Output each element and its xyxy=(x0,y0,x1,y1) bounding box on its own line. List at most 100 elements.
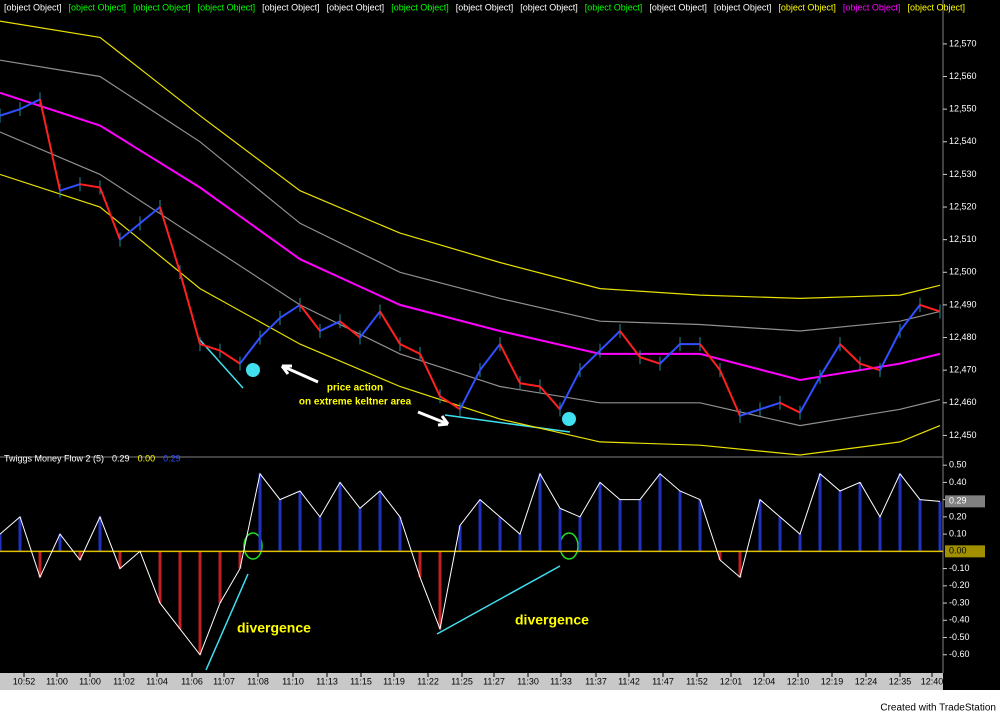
header-item: [object Object] xyxy=(649,2,707,12)
price-segment xyxy=(59,183,81,192)
price-segment xyxy=(759,401,781,411)
price-segment xyxy=(479,343,501,371)
price-segment xyxy=(339,320,361,339)
y-tick-label: 12,460 xyxy=(949,397,977,407)
price-segment xyxy=(79,183,101,189)
x-tick-label: 12:40 xyxy=(921,676,944,686)
header-item: [object Object] xyxy=(843,2,901,12)
y-tick-label: 12,530 xyxy=(949,169,977,179)
price-segment xyxy=(919,303,941,313)
y-tick-label: 12,560 xyxy=(949,71,977,81)
price-segment xyxy=(199,343,221,352)
header-item: [object Object] xyxy=(907,2,965,12)
x-tick-label: 11:22 xyxy=(417,676,439,686)
x-tick-label: 12:01 xyxy=(720,676,743,686)
price-segment xyxy=(619,330,641,358)
header-item: [object Object] xyxy=(391,2,449,12)
price-segment xyxy=(459,369,481,410)
x-tick-label: 11:10 xyxy=(282,676,304,686)
last-value-label: 0.00 xyxy=(949,546,967,556)
band-line xyxy=(0,173,941,456)
price-segment xyxy=(99,187,121,241)
x-tick-label: 12:19 xyxy=(821,676,844,686)
y-tick-label: -0.10 xyxy=(949,563,970,573)
y-tick-label: 12,510 xyxy=(949,234,977,244)
x-tick-label: 11:08 xyxy=(247,676,269,686)
divergence-line xyxy=(444,414,571,433)
signal-marker xyxy=(562,412,576,426)
y-tick-label: -0.30 xyxy=(949,597,970,607)
footer: Created with TradeStation xyxy=(880,703,996,714)
price-segment xyxy=(0,108,21,117)
band-line xyxy=(0,91,941,382)
price-segment xyxy=(299,304,321,332)
x-tick-label: 11:13 xyxy=(316,676,338,686)
x-tick-label: 11:04 xyxy=(146,676,168,686)
price-segment xyxy=(259,317,281,339)
price-segment xyxy=(879,330,901,371)
band-line xyxy=(0,59,941,332)
price-segment xyxy=(439,395,461,411)
x-tick-label: 11:42 xyxy=(618,676,640,686)
price-segment xyxy=(739,408,761,417)
arrow xyxy=(280,364,319,384)
signal-marker xyxy=(246,363,260,377)
x-tick-label: 11:52 xyxy=(686,676,708,686)
y-tick-label: 12,470 xyxy=(949,365,977,375)
x-tick-label: 11:19 xyxy=(383,676,405,686)
band-line xyxy=(0,131,941,427)
footer-band xyxy=(0,690,1000,714)
x-tick-label: 11:47 xyxy=(652,676,674,686)
x-tick-label: 11:33 xyxy=(550,676,572,686)
x-tick-label: 12:35 xyxy=(889,676,912,686)
x-tick-label: 11:00 xyxy=(46,676,68,686)
price-segment xyxy=(139,206,161,225)
header-item: [object Object] xyxy=(133,2,191,12)
x-tick-label: 12:24 xyxy=(855,676,878,686)
price-segment xyxy=(899,304,921,332)
y-tick-label: -0.40 xyxy=(949,615,970,625)
legend-value: 0.00 xyxy=(138,453,156,463)
header-item: [object Object] xyxy=(262,2,320,12)
last-value-label: 0.29 xyxy=(949,496,967,506)
x-tick-label: 11:07 xyxy=(213,676,235,686)
header-item: [object Object] xyxy=(327,2,385,12)
y-tick-label: 12,520 xyxy=(949,201,977,211)
price-segment xyxy=(779,401,801,414)
annotation: price action xyxy=(327,383,383,394)
last-value-box xyxy=(945,545,985,558)
annotation: divergence xyxy=(237,620,311,636)
y-tick-label: 12,540 xyxy=(949,136,977,146)
header-item: [object Object] xyxy=(520,2,578,12)
flow-line xyxy=(0,472,941,656)
header-item: [object Object] xyxy=(456,2,514,12)
x-tick-label: 12:10 xyxy=(787,676,810,686)
price-segment xyxy=(539,385,561,410)
header-item: [object Object] xyxy=(69,2,127,12)
annotation: on extreme keltner area xyxy=(299,397,412,408)
price-segment xyxy=(119,222,141,241)
arrow xyxy=(417,410,450,427)
x-tick-label: 11:15 xyxy=(350,676,372,686)
y-tick-label: -0.60 xyxy=(949,649,970,659)
price-segment xyxy=(239,336,261,365)
time-axis-band xyxy=(0,673,943,690)
x-tick-label: 11:00 xyxy=(79,676,101,686)
price-segment xyxy=(419,353,441,397)
price-segment xyxy=(499,343,521,384)
price-segment xyxy=(159,206,181,273)
legend-value: 0.29 xyxy=(163,453,181,463)
y-tick-label: 0.50 xyxy=(949,460,967,470)
price-segment xyxy=(659,343,681,365)
y-tick-label: 0.10 xyxy=(949,528,967,538)
price-segment xyxy=(639,356,661,365)
x-tick-label: 11:37 xyxy=(585,676,607,686)
y-tick-label: -0.50 xyxy=(949,632,970,642)
y-tick-label: 12,480 xyxy=(949,332,977,342)
header-item: [object Object] xyxy=(714,2,772,12)
price-segment xyxy=(819,343,841,378)
indicator-title: Twiggs Money Flow 2 (5) xyxy=(4,453,104,463)
y-tick-label: 0.20 xyxy=(949,511,967,521)
price-segment xyxy=(179,272,201,345)
